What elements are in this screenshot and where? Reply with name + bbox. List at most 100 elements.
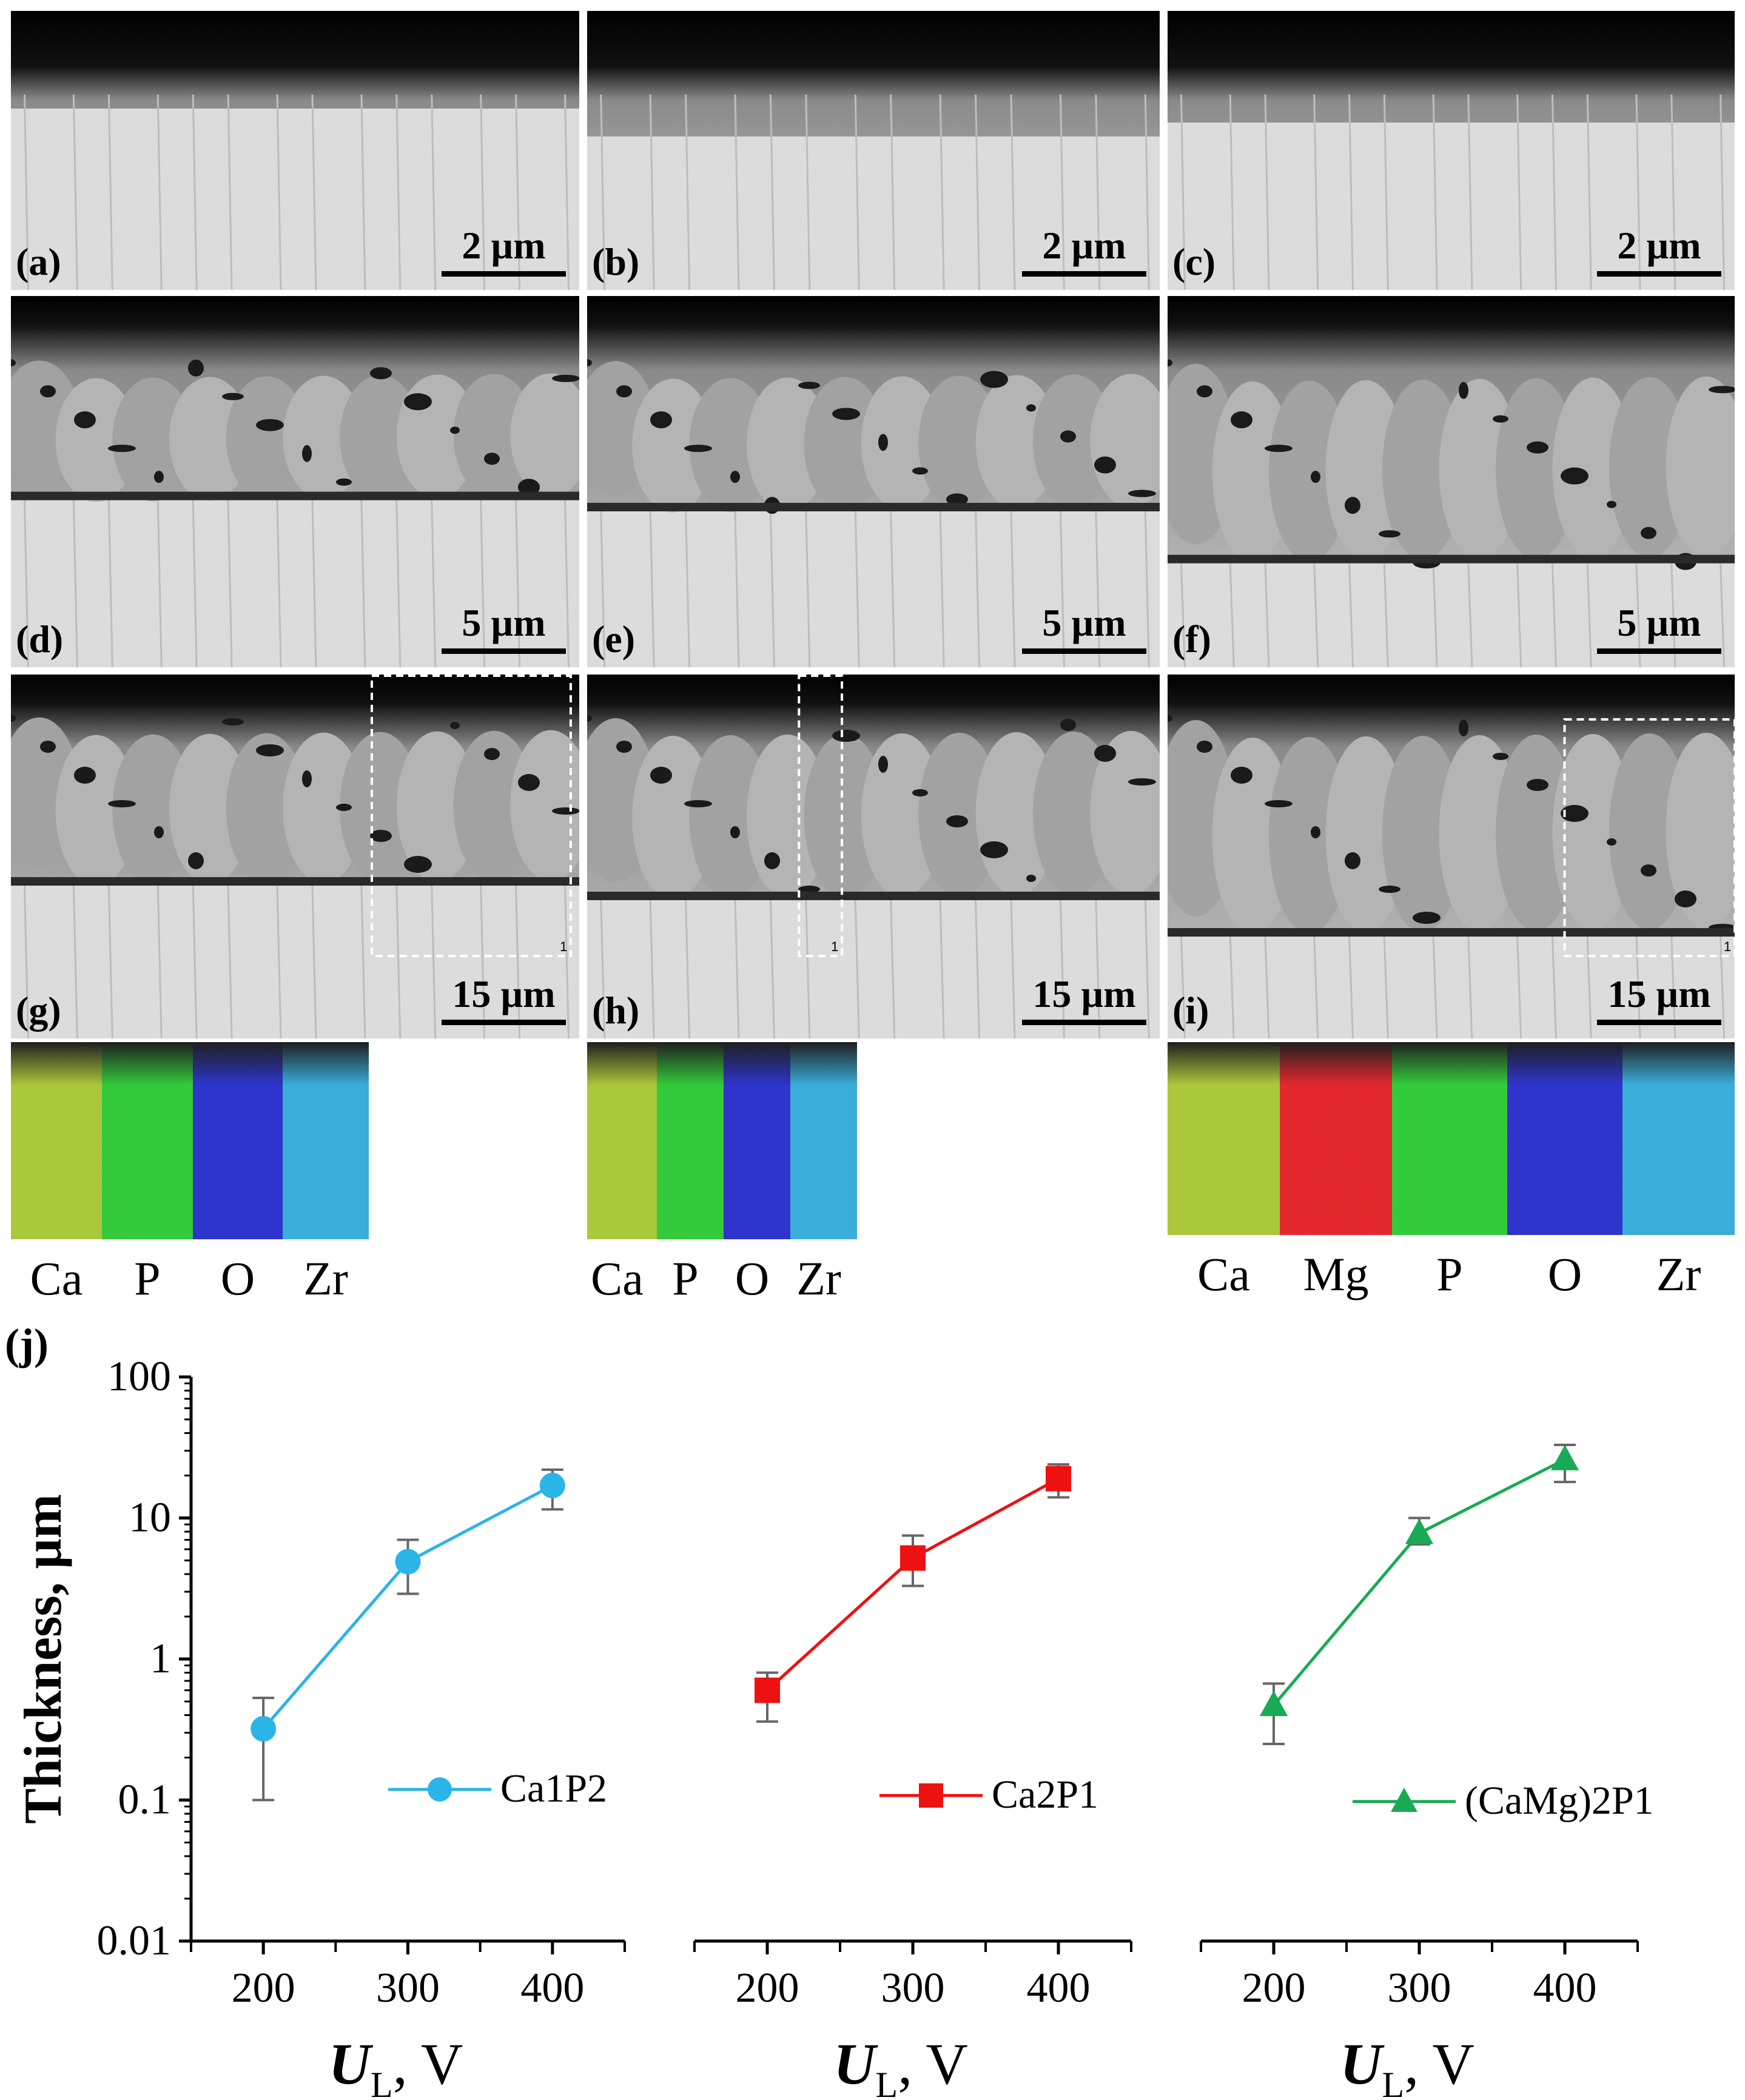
map-region-box bbox=[798, 675, 844, 957]
scale-bar-line bbox=[1597, 1020, 1721, 1025]
y-tick-label: 0.1 bbox=[118, 1777, 172, 1823]
edx-strip-ca bbox=[1168, 1042, 1280, 1235]
scale-bar-label: 2 µm bbox=[1042, 224, 1126, 267]
edx-map-2 bbox=[587, 1042, 857, 1239]
edx-strip-zr bbox=[1622, 1042, 1735, 1235]
sem-panel-d: (d) 5 µm bbox=[11, 296, 579, 667]
data-point bbox=[539, 1472, 565, 1498]
scale-bar: 15 µm bbox=[442, 975, 566, 1025]
panel-label: (f) bbox=[1172, 618, 1211, 661]
edx-strip-ca bbox=[11, 1042, 102, 1239]
edx-map-1 bbox=[11, 1042, 369, 1239]
scale-bar-line bbox=[1022, 271, 1146, 277]
legend-marker bbox=[919, 1783, 943, 1808]
panel-label: (g) bbox=[16, 989, 61, 1032]
x-tick-label: 200 bbox=[736, 1965, 799, 2011]
edx-map-3 bbox=[1168, 1042, 1735, 1235]
scale-bar-label: 2 µm bbox=[1617, 224, 1701, 267]
panel-label: (c) bbox=[1172, 240, 1216, 283]
edx-strip-zr bbox=[283, 1042, 369, 1239]
legend-label: (CaMg)2P1 bbox=[1465, 1779, 1654, 1823]
edx-label-ca: Ca bbox=[1197, 1248, 1250, 1301]
series-line bbox=[1273, 1458, 1566, 1706]
legend-marker bbox=[1391, 1788, 1417, 1812]
map-region-marker: 1 bbox=[831, 939, 838, 954]
scale-bar: 5 µm bbox=[1022, 604, 1146, 654]
data-point bbox=[1550, 1444, 1579, 1470]
scale-bar-label: 15 µm bbox=[1607, 972, 1711, 1015]
panel-label: (h) bbox=[592, 989, 640, 1032]
edx-strip-o bbox=[1507, 1042, 1622, 1235]
edx-label-o: O bbox=[735, 1252, 770, 1305]
data-point bbox=[1405, 1518, 1434, 1544]
scale-bar-label: 5 µm bbox=[1617, 601, 1701, 644]
edx-label-p: P bbox=[672, 1252, 699, 1305]
x-tick-label: 400 bbox=[1027, 1965, 1091, 2011]
scale-bar: 2 µm bbox=[442, 226, 566, 277]
edx-element-labels: Ca Mg P O Zr bbox=[1168, 1247, 1735, 1302]
edx-label-mg: Mg bbox=[1303, 1248, 1369, 1301]
x-tick-label: 300 bbox=[1388, 1965, 1451, 2011]
scale-bar-label: 2 µm bbox=[462, 224, 546, 267]
edx-label-zr: Zr bbox=[1656, 1248, 1701, 1301]
edx-strip-o bbox=[724, 1042, 790, 1239]
sem-panel-g: 1 (g) 15 µm bbox=[11, 675, 579, 1038]
panel-label: (d) bbox=[16, 618, 64, 661]
panel-label: (b) bbox=[592, 240, 640, 283]
x-axis-title: UL, V bbox=[1340, 2031, 1474, 2100]
edx-label-o: O bbox=[1547, 1248, 1582, 1301]
chart-panel-label: (j) bbox=[5, 1322, 49, 1368]
scale-bar-line bbox=[1597, 648, 1721, 654]
series-line bbox=[262, 1484, 553, 1730]
edx-strip-mg bbox=[1280, 1042, 1392, 1235]
edx-strip-o bbox=[193, 1042, 283, 1239]
edx-element-labels: Ca P O Zr bbox=[11, 1251, 369, 1306]
scale-bar-line bbox=[442, 1020, 566, 1025]
edx-strip-ca bbox=[587, 1042, 657, 1239]
x-tick-label: 400 bbox=[1533, 1965, 1597, 2011]
map-region-box bbox=[1563, 718, 1735, 957]
y-tick-label: 1 bbox=[150, 1635, 171, 1682]
scale-bar-line bbox=[442, 271, 566, 277]
scale-bar-line bbox=[442, 648, 566, 654]
y-tick-label: 10 bbox=[129, 1495, 171, 1541]
map-region-marker: 1 bbox=[560, 939, 567, 954]
scale-bar-label: 15 µm bbox=[1032, 972, 1136, 1015]
scale-bar-line bbox=[1597, 271, 1721, 277]
x-tick-label: 300 bbox=[881, 1965, 945, 2011]
legend-label: Ca1P2 bbox=[500, 1766, 607, 1811]
data-point bbox=[1259, 1691, 1288, 1717]
map-region-marker: 1 bbox=[1724, 939, 1731, 954]
scale-bar: 5 µm bbox=[1597, 604, 1721, 654]
thickness-chart: (j) 0.01 0.1 1 10 100 Thickness, μm 200 300 400 UL… bbox=[5, 1322, 1654, 2100]
scale-bar: 15 µm bbox=[1597, 975, 1721, 1025]
data-point bbox=[1046, 1466, 1071, 1492]
edx-strip-p bbox=[102, 1042, 193, 1239]
scale-bar-label: 15 µm bbox=[452, 972, 556, 1015]
edx-strip-p bbox=[657, 1042, 724, 1239]
edx-label-zr: Zr bbox=[796, 1252, 841, 1305]
scale-bar: 2 µm bbox=[1597, 226, 1721, 277]
panel-label: (a) bbox=[16, 240, 61, 283]
y-axis-title: Thickness, μm bbox=[14, 1494, 73, 1824]
scale-bar: 15 µm bbox=[1022, 975, 1146, 1025]
scale-bar-label: 5 µm bbox=[462, 601, 546, 644]
legend-label: Ca2P1 bbox=[992, 1772, 1098, 1817]
scale-bar-line bbox=[1022, 1020, 1146, 1025]
scale-bar: 5 µm bbox=[442, 604, 566, 654]
sem-panel-b: (b) 2 µm bbox=[587, 11, 1160, 290]
edx-strip-zr bbox=[790, 1042, 857, 1239]
scale-bar: 2 µm bbox=[1022, 226, 1146, 277]
panel-label: (e) bbox=[592, 618, 636, 661]
data-point bbox=[395, 1549, 421, 1575]
edx-label-ca: Ca bbox=[30, 1252, 83, 1305]
sem-panel-i: 1 (i) 15 µm bbox=[1168, 675, 1735, 1038]
edx-label-o: O bbox=[220, 1252, 255, 1305]
sem-panel-h: 1 (h) 15 µm bbox=[587, 675, 1160, 1038]
x-axis-title: UL, V bbox=[833, 2031, 968, 2100]
y-tick-label: 0.01 bbox=[97, 1917, 172, 1964]
x-tick-label: 400 bbox=[520, 1965, 584, 2011]
scale-bar-label: 5 µm bbox=[1042, 601, 1126, 644]
data-point bbox=[250, 1716, 277, 1742]
sem-panel-a: (a) 2 µm bbox=[11, 11, 579, 290]
